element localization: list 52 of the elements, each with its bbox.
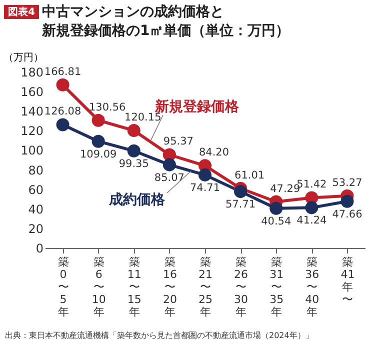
point [340, 194, 354, 208]
source-note: 出典：東日本不動産流通機構「築年数から見た首都圏の不動産流通市場（2024年）」 [5, 331, 314, 340]
point [56, 78, 70, 92]
data-label: 40.54 [261, 215, 292, 228]
data-label: 99.35 [118, 158, 149, 170]
data-label: 126.08 [44, 106, 82, 118]
point [127, 144, 140, 158]
point [305, 201, 318, 214]
data-label: 53.27 [332, 176, 362, 189]
x-tick-label: 築16〜20年 [162, 256, 177, 318]
y-tick-label: 60 [28, 182, 44, 197]
point [92, 114, 105, 127]
point [92, 134, 105, 148]
data-label: 109.09 [80, 148, 117, 160]
series-label: 成約価格 [108, 192, 166, 208]
x-tick-label: 築41年〜 [340, 256, 355, 306]
x-tick-label: 築36〜40年 [305, 256, 320, 318]
y-tick-label: 0 [36, 242, 44, 256]
data-label: 84.20 [198, 146, 230, 159]
y-axis-title: （万円） [4, 52, 44, 64]
point [127, 124, 140, 138]
data-label: 85.07 [154, 172, 184, 184]
point [234, 185, 248, 198]
y-tick-label: 20 [28, 222, 44, 236]
x-tick-label: 築0〜5年 [58, 256, 69, 318]
data-label: 47.66 [332, 208, 363, 220]
data-label: 130.56 [88, 101, 126, 114]
x-tick-label: 築11〜15年 [127, 256, 142, 318]
y-tick-label: 120 [20, 124, 44, 138]
data-label: 120.15 [124, 112, 162, 124]
y-tick-label: 40 [28, 202, 44, 216]
x-tick-label: 築31〜35年 [270, 256, 284, 318]
point [162, 158, 176, 172]
data-label: 166.81 [44, 66, 82, 78]
data-label: 57.71 [226, 198, 256, 211]
y-tick-label: 180 [20, 66, 44, 80]
y-tick-label: 100 [20, 144, 44, 158]
data-label: 41.24 [296, 214, 328, 227]
y-tick-label: 140 [20, 104, 44, 119]
data-label: 74.71 [190, 182, 220, 194]
text: 図表4 [8, 6, 36, 18]
point [198, 168, 212, 182]
x-tick-label: 築21〜25年 [198, 256, 212, 318]
data-label: 95.37 [163, 136, 194, 148]
y-tick-label: 80 [28, 163, 44, 178]
x-tick-label: 築6〜10年 [92, 256, 106, 318]
point [270, 202, 283, 215]
point [56, 118, 70, 132]
y-tick-label: 160 [20, 85, 44, 100]
x-tick-label: 築26〜30年 [234, 256, 248, 318]
data-label: 61.01 [234, 169, 265, 182]
chart-title: 中古マンションの成約価格と新規登録価格の1㎡単価（単位：万円） [41, 4, 290, 39]
